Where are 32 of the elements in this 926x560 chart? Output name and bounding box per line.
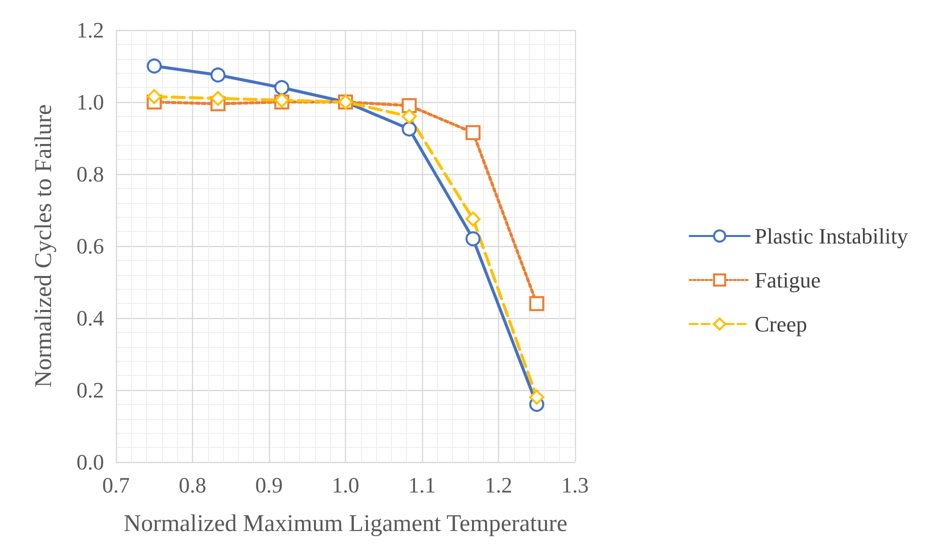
y-tick-label: 1.2 bbox=[76, 18, 104, 42]
x-tick-label: 0.8 bbox=[178, 472, 206, 498]
legend-label: Fatigue bbox=[754, 268, 821, 292]
y-tick-label: 0.6 bbox=[76, 234, 104, 258]
y-tick-label: 0.8 bbox=[76, 162, 104, 186]
y-tick-label: 1.0 bbox=[76, 90, 104, 114]
point bbox=[402, 108, 417, 124]
point bbox=[529, 296, 544, 312]
x-tick-label: 1.1 bbox=[408, 472, 436, 498]
x-tick-label: 0.7 bbox=[102, 472, 130, 498]
legend-label: Plastic Instability bbox=[754, 224, 908, 248]
y-axis-title: Normalized Cycles to Failure bbox=[31, 104, 57, 388]
x-tick-label: 1.0 bbox=[332, 472, 360, 498]
y-tick-label: 0.0 bbox=[76, 450, 104, 474]
x-tick-label: 0.9 bbox=[255, 472, 283, 498]
y-tick-label: 0.2 bbox=[76, 378, 104, 402]
point bbox=[274, 80, 290, 96]
x-tick-label: 1.2 bbox=[484, 472, 512, 498]
point bbox=[466, 212, 481, 226]
legend-label: Creep bbox=[754, 312, 808, 336]
point bbox=[146, 89, 162, 104]
x-tick-label: 1.3 bbox=[561, 472, 589, 498]
point bbox=[146, 58, 162, 74]
point bbox=[466, 125, 481, 140]
point bbox=[466, 231, 481, 246]
point bbox=[402, 122, 417, 136]
point bbox=[210, 68, 226, 82]
point bbox=[529, 390, 544, 405]
y-tick-label: 0.4 bbox=[76, 306, 104, 330]
x-axis-title: Normalized Maximum Ligament Temperature bbox=[124, 511, 568, 537]
point bbox=[402, 98, 417, 114]
point bbox=[210, 90, 226, 106]
